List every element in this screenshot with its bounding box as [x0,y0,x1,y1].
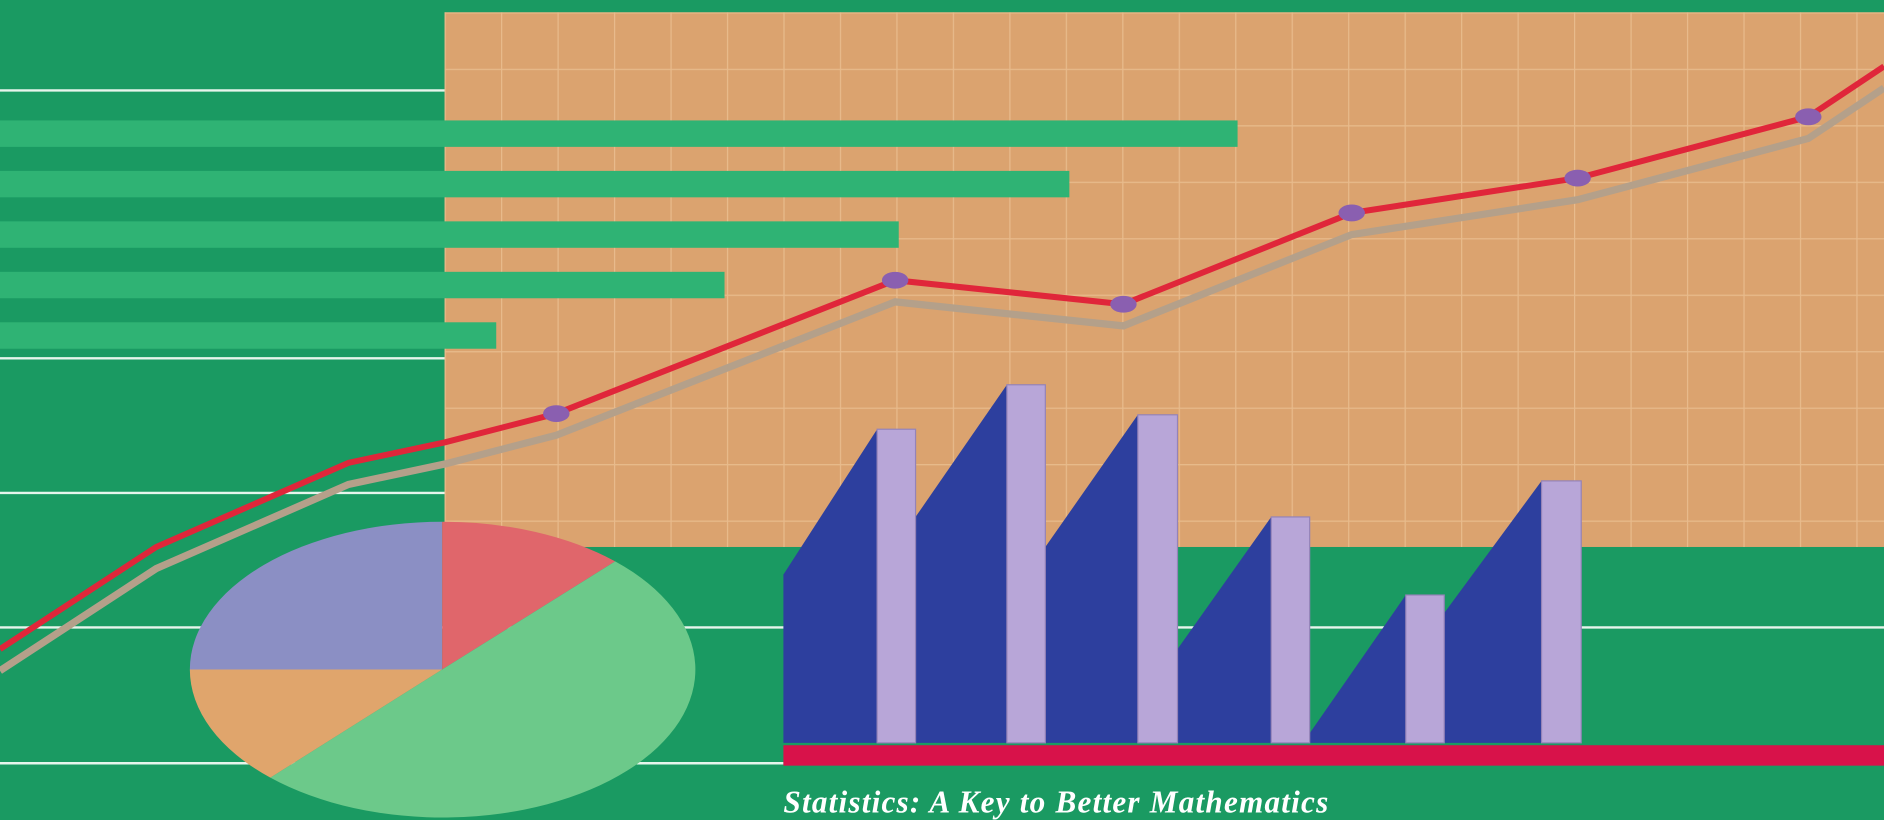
line-markers [543,108,1822,423]
pie [189,521,696,818]
line-shadow [0,84,1884,674]
horizontal-bars [0,120,1238,349]
base-strip [783,745,1884,766]
column-bars [783,384,1582,744]
caption: Statistics: A Key to Better Mathematics [783,785,1329,820]
